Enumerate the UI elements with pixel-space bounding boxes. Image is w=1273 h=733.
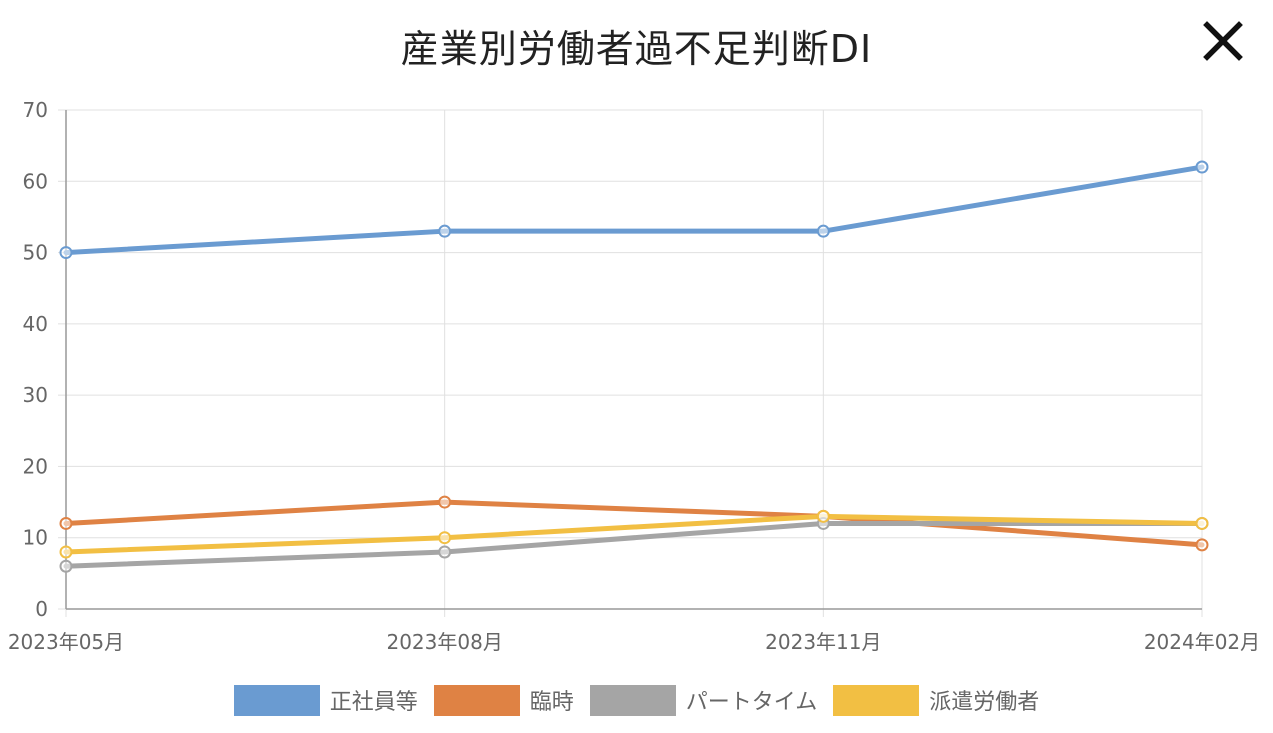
series-4-point	[1195, 516, 1209, 530]
series-2-point	[1195, 538, 1209, 552]
legend-label: 正社員等	[329, 690, 418, 715]
close-icon	[1203, 21, 1243, 61]
legend-swatch	[433, 684, 520, 716]
series-2-point	[438, 495, 452, 509]
legend-label: パートタイム	[685, 690, 818, 715]
legend-swatch	[589, 684, 676, 716]
y-tick-label: 10	[23, 526, 48, 550]
series-1-point	[1195, 160, 1209, 174]
y-tick-label: 30	[23, 383, 48, 407]
series-1-point	[816, 224, 830, 238]
legend-item-3[interactable]: パートタイム	[589, 684, 818, 716]
x-tick-label: 2024年02月	[1144, 630, 1260, 654]
series-line-3	[63, 520, 1205, 569]
series-1-point	[59, 246, 73, 260]
series-4-point	[438, 531, 452, 545]
x-tick-label: 2023年11月	[765, 630, 881, 654]
series-4-point	[816, 509, 830, 523]
chart-legend: 正社員等 臨時 パートタイム 派遣労働者	[0, 684, 1273, 716]
series-line-2	[63, 499, 1205, 548]
series-line-4	[63, 513, 1205, 555]
legend-item-2[interactable]: 臨時	[433, 684, 574, 716]
line-chart: 0 10 20 30 40 50 60 70 2023年05月 2023年08月 2023年11月 2…	[8, 98, 1260, 654]
legend-label: 派遣労働者	[929, 690, 1040, 715]
chart-title: 産業別労働者過不足判断DI	[400, 27, 873, 71]
series-3-point	[59, 559, 73, 573]
y-tick-label: 20	[23, 454, 48, 478]
legend-item-4[interactable]: 派遣労働者	[833, 684, 1039, 716]
y-tick-label: 50	[23, 241, 48, 265]
legend-item-1[interactable]: 正社員等	[233, 684, 418, 716]
y-tick-label: 60	[23, 169, 48, 193]
series-3-point	[438, 545, 452, 559]
legend-swatch	[233, 684, 320, 716]
legend-label: 臨時	[529, 690, 574, 715]
x-tick-label: 2023年05月	[8, 630, 124, 654]
series-2-point	[59, 516, 73, 530]
y-tick-label: 0	[35, 597, 48, 621]
series-line-1	[63, 164, 1205, 256]
series-1-point	[438, 224, 452, 238]
y-tick-label: 40	[23, 312, 48, 336]
y-tick-label: 70	[23, 98, 48, 122]
close-button[interactable]	[1198, 18, 1248, 68]
x-tick-label: 2023年08月	[386, 630, 502, 654]
series-4-point	[59, 545, 73, 559]
legend-swatch	[833, 684, 920, 716]
